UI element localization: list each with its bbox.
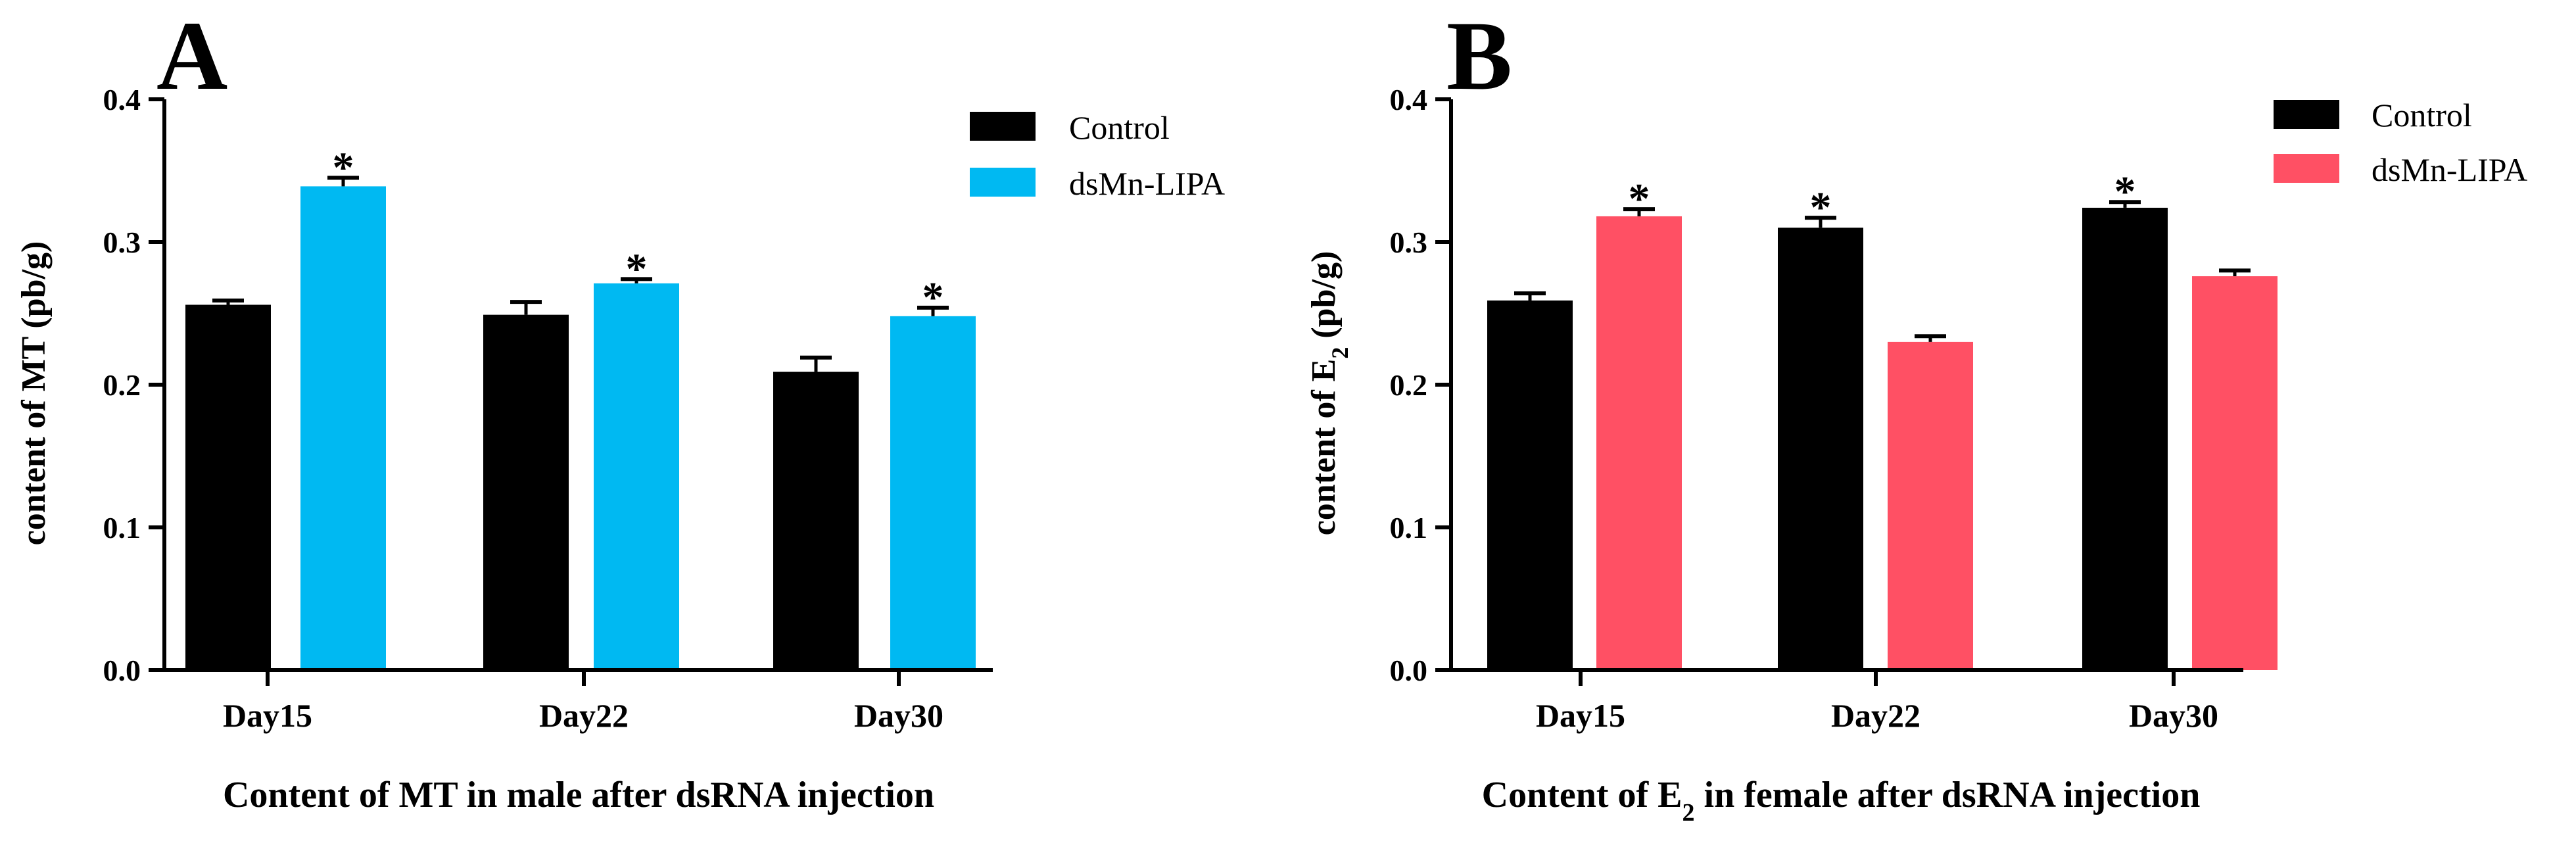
y-tick-label: 0.4 — [103, 83, 141, 116]
panel-a-x-axis: Day15 Day22 Day30 — [223, 670, 943, 734]
panel-a-legend-swatch-control — [970, 112, 1036, 141]
panel-b-legend-label-dsmn-lipa: dsMn-LIPA — [2372, 151, 2527, 188]
x-tick-label: Day15 — [1536, 697, 1625, 734]
panel-a-legend-label-dsmn-lipa: dsMn-LIPA — [1069, 165, 1225, 202]
panel-b-y-axis-label-main: content of E — [1305, 359, 1343, 536]
panel-a-legend: Control dsMn-LIPA — [970, 109, 1225, 202]
y-tick-label: 0.2 — [103, 368, 141, 402]
panel-a-bars: * * * — [185, 143, 976, 671]
panel-b-x-axis-label-tail: in female after dsRNA injection — [1695, 775, 2201, 815]
y-tick-label: 0.0 — [1390, 654, 1428, 687]
panel-b-bars: * * * — [1487, 168, 2278, 671]
bar-dsmn-lipa-day30 — [2192, 276, 2278, 671]
panel-a-x-axis-label-main: Content of MT in male after dsRNA inject… — [223, 775, 934, 815]
panel-a-letter: A — [156, 1, 227, 110]
panel-a-y-axis-label: content of MT (pb/g) — [15, 241, 53, 546]
bar-dsmn-lipa-day22 — [1888, 341, 1973, 670]
bar-control-day15 — [1487, 300, 1573, 671]
y-tick-label: 0.0 — [103, 654, 141, 687]
x-tick-label: Day30 — [854, 697, 943, 734]
panel-a-legend-swatch-dsmn-lipa — [970, 168, 1036, 197]
y-tick-label: 0.3 — [103, 226, 141, 259]
significance-star: * — [333, 143, 354, 191]
panel-b-letter: B — [1446, 1, 1512, 110]
bar-dsmn-lipa-day15 — [300, 186, 386, 670]
y-tick-label: 0.3 — [1390, 226, 1428, 259]
bar-dsmn-lipa-day22 — [594, 283, 679, 670]
bar-control-day30 — [773, 372, 859, 670]
bar-control-day15 — [185, 304, 271, 671]
panel-b-y-axis-label-tail: (pb/g) — [1305, 251, 1343, 347]
panel-b-legend-swatch-control — [2274, 100, 2339, 129]
bar-dsmn-lipa-day30 — [890, 316, 976, 671]
significance-star: * — [922, 274, 944, 322]
significance-star: * — [1810, 183, 1832, 231]
x-tick-label: Day30 — [2129, 697, 2218, 734]
panel-b-legend-swatch-dsmn-lipa — [2274, 154, 2339, 183]
x-tick-label: Day22 — [1831, 697, 1920, 734]
y-tick-label: 0.2 — [1390, 368, 1428, 402]
panel-b-legend-label-control: Control — [2372, 97, 2472, 133]
panel-a-y-axis: 0.0 0.1 0.2 0.3 0.4 — [103, 83, 164, 687]
bar-dsmn-lipa-day15 — [1596, 216, 1682, 670]
bar-control-day30 — [2082, 207, 2168, 670]
panel-b-x-axis: Day15 Day22 Day30 — [1536, 670, 2218, 734]
x-tick-label: Day22 — [539, 697, 629, 734]
panel-a-y-axis-label-main: content of MT (pb/g) — [15, 241, 53, 546]
panel-b-y-axis-label-sub: 2 — [1327, 347, 1353, 359]
bar-control-day22 — [1778, 228, 1863, 670]
x-tick-label: Day15 — [223, 697, 312, 734]
panel-a-legend-label-control: Control — [1069, 109, 1170, 146]
significance-star: * — [1629, 175, 1650, 223]
y-tick-label: 0.4 — [1390, 83, 1428, 116]
panel-b-y-axis: 0.0 0.1 0.2 0.3 0.4 — [1390, 83, 1451, 687]
y-tick-label: 0.1 — [103, 511, 141, 544]
significance-star: * — [2114, 168, 2136, 216]
panel-b-y-axis-label: content of E2 (pb/g) — [1305, 251, 1353, 536]
panel-b-x-axis-label-main: Content of E — [1482, 775, 1682, 815]
panel-a-x-axis-label: Content of MT in male after dsRNA inject… — [223, 775, 934, 815]
y-tick-label: 0.1 — [1390, 511, 1428, 544]
panel-b-x-axis-label: Content of E2 in female after dsRNA inje… — [1482, 775, 2201, 827]
panel-b-legend: Control dsMn-LIPA — [2274, 97, 2527, 188]
significance-star: * — [626, 245, 648, 293]
bar-control-day22 — [483, 314, 569, 670]
panel-b-x-axis-label-sub: 2 — [1682, 799, 1695, 827]
panel-b: B content of E2 (pb/g) 0.00.10.20.30.4 *… — [1305, 1, 2527, 827]
panel-a: A content of MT (pb/g) 0.0 0.1 0.2 0.3 0.4 *… — [15, 1, 1225, 815]
